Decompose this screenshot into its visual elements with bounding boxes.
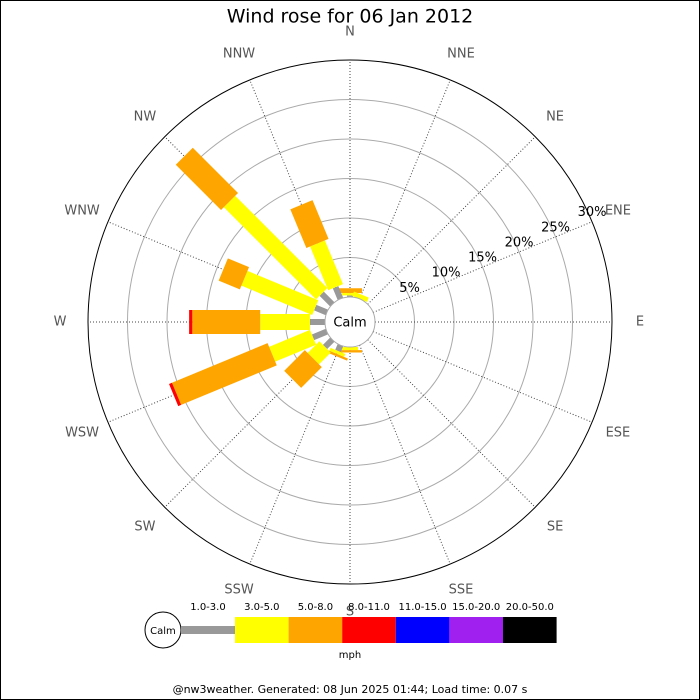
- spoke: [372, 221, 593, 313]
- wind-segment: [342, 347, 358, 351]
- wind-segment: [175, 147, 239, 211]
- ring-label: 10%: [432, 266, 461, 281]
- wind-segment: [241, 270, 319, 315]
- wind-segment: [352, 291, 369, 302]
- wind-segment: [332, 286, 344, 301]
- ring-label: 20%: [505, 235, 534, 250]
- legend-swatch: [288, 617, 343, 643]
- legend-label: 5.0-8.0: [298, 602, 333, 613]
- wind-segment: [335, 343, 344, 353]
- wind-segment: [192, 310, 261, 334]
- wind-segment: [284, 350, 322, 388]
- direction-label: SSE: [449, 582, 474, 597]
- wind-segment: [310, 240, 343, 291]
- ring-label: 15%: [468, 251, 497, 266]
- direction-label: S: [346, 605, 354, 620]
- wind-segment: [322, 337, 335, 350]
- legend-label: 11.0-15.0: [399, 602, 447, 613]
- direction-label: N: [345, 25, 355, 40]
- legend-label: 1.0-3.0: [190, 602, 225, 613]
- wind-segment: [189, 310, 193, 334]
- wind-segment: [338, 350, 362, 353]
- direction-label: W: [54, 315, 67, 330]
- ring-label: 30%: [578, 205, 607, 220]
- spoke: [372, 331, 593, 423]
- wind-segment: [314, 304, 329, 316]
- legend-swatch: [342, 617, 396, 643]
- spoke: [367, 136, 536, 305]
- legend-swatch: [449, 617, 503, 643]
- direction-label: SE: [547, 520, 563, 535]
- wind-segment: [311, 328, 329, 341]
- ring-label: 25%: [541, 220, 570, 235]
- direction-label: NW: [134, 109, 157, 124]
- direction-label: SSW: [224, 582, 254, 597]
- direction-label: NNE: [447, 47, 475, 62]
- wind-segment: [338, 288, 362, 294]
- wind-segment: [324, 349, 348, 361]
- wind-segment: [169, 382, 182, 407]
- direction-label: NNW: [223, 47, 255, 62]
- wind-segment: [309, 319, 325, 325]
- legend-label: 3.0-5.0: [244, 602, 279, 613]
- legend-label: 20.0-50.0: [506, 602, 554, 613]
- ring-label: 5%: [399, 281, 420, 296]
- calm-label: Calm: [333, 316, 366, 331]
- spoke: [359, 79, 451, 300]
- wind-segment: [269, 329, 317, 362]
- legend-swatch: [181, 626, 235, 634]
- direction-label: ESE: [606, 425, 631, 440]
- grid-ring: [166, 138, 534, 506]
- unit-label: mph: [339, 650, 361, 661]
- spoke: [249, 344, 341, 565]
- legend-label: 15.0-20.0: [452, 602, 500, 613]
- direction-label: E: [636, 315, 644, 330]
- spoke: [359, 344, 451, 565]
- wind-segment: [260, 314, 310, 330]
- wind-segment: [307, 341, 331, 365]
- direction-label: ENE: [605, 204, 631, 219]
- legend-swatch: [503, 617, 557, 643]
- direction-label: NE: [546, 109, 564, 124]
- direction-label: WSW: [65, 425, 99, 440]
- wind-segment: [171, 343, 277, 405]
- legend-calm-label: Calm: [150, 626, 176, 637]
- legend-swatch: [395, 617, 450, 643]
- grid-ring: [87, 59, 613, 585]
- wind-segment: [329, 347, 346, 357]
- legend-swatch: [235, 617, 289, 643]
- legend-label: 8.0-11.0: [348, 602, 390, 613]
- spoke: [367, 339, 536, 508]
- chart-title: Wind rose for 06 Jan 2012: [227, 6, 474, 28]
- wind-segment: [290, 200, 329, 249]
- direction-label: SW: [134, 520, 155, 535]
- footer: @nw3weather. Generated: 08 Jun 2025 01:4…: [173, 683, 528, 696]
- direction-label: WNW: [64, 204, 100, 219]
- wind-segment: [223, 195, 328, 300]
- calm-circle: [324, 296, 376, 348]
- wind-segment: [319, 291, 335, 307]
- grid-ring: [127, 99, 573, 545]
- wind-segment: [218, 258, 250, 290]
